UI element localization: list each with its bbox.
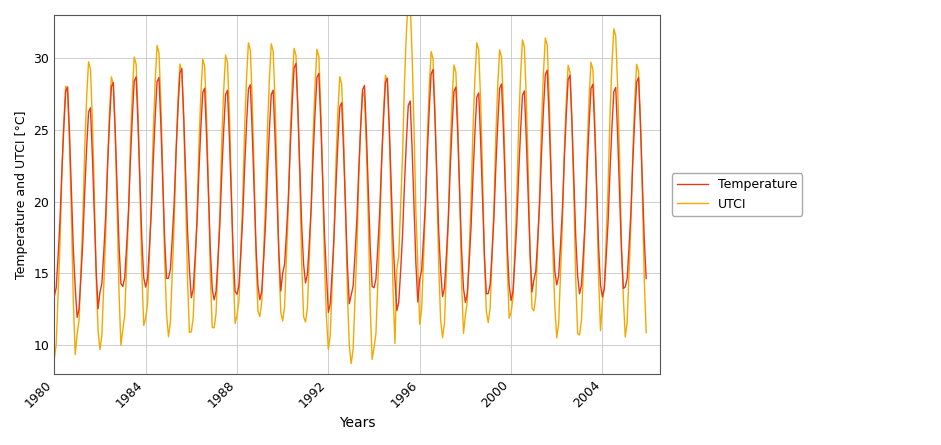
UTCI bbox=[345, 361, 357, 366]
UTCI bbox=[81, 95, 92, 100]
Legend: Temperature, UTCI: Temperature, UTCI bbox=[672, 173, 803, 215]
Temperature bbox=[72, 315, 83, 320]
UTCI bbox=[641, 330, 652, 336]
UTCI bbox=[370, 331, 381, 336]
Temperature bbox=[641, 276, 652, 281]
Temperature bbox=[83, 109, 94, 115]
UTCI bbox=[49, 356, 60, 361]
Line: Temperature: Temperature bbox=[55, 64, 646, 317]
Line: UTCI: UTCI bbox=[55, 0, 646, 364]
Temperature bbox=[291, 61, 302, 66]
UTCI bbox=[425, 49, 437, 54]
X-axis label: Years: Years bbox=[339, 416, 375, 430]
UTCI bbox=[193, 142, 204, 148]
UTCI bbox=[275, 310, 286, 315]
UTCI bbox=[191, 214, 202, 220]
Temperature bbox=[277, 271, 288, 276]
Y-axis label: Temperature and UTCI [°C]: Temperature and UTCI [°C] bbox=[15, 110, 28, 279]
Temperature bbox=[373, 245, 384, 250]
Temperature bbox=[193, 169, 204, 174]
Temperature bbox=[49, 294, 60, 299]
Temperature bbox=[425, 71, 437, 77]
Temperature bbox=[195, 125, 206, 131]
